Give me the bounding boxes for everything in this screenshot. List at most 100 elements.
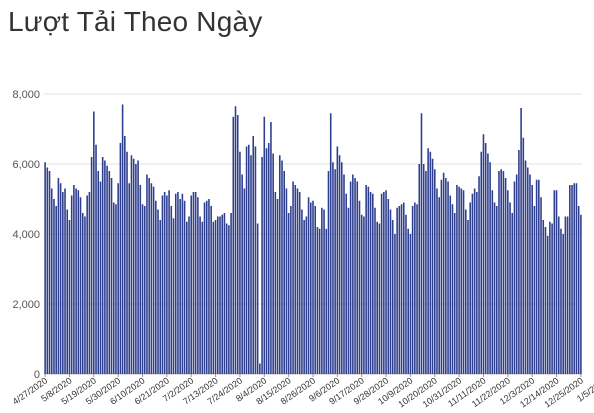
bar[interactable] xyxy=(456,185,458,374)
bar[interactable] xyxy=(491,190,494,374)
bar[interactable] xyxy=(451,204,454,374)
bar[interactable] xyxy=(263,116,266,374)
bar[interactable] xyxy=(112,202,115,375)
bar[interactable] xyxy=(48,171,51,374)
bar[interactable] xyxy=(391,220,394,374)
bar[interactable] xyxy=(345,193,347,374)
bar[interactable] xyxy=(199,216,201,375)
bar[interactable] xyxy=(148,178,150,374)
bar[interactable] xyxy=(478,176,480,374)
bar[interactable] xyxy=(179,199,181,374)
bar[interactable] xyxy=(197,197,199,374)
bar[interactable] xyxy=(540,197,542,374)
bar[interactable] xyxy=(205,200,208,374)
bar[interactable] xyxy=(223,213,226,374)
bar[interactable] xyxy=(402,202,405,375)
bar[interactable] xyxy=(577,206,580,374)
bar[interactable] xyxy=(170,206,173,374)
bar[interactable] xyxy=(121,104,124,375)
bar[interactable] xyxy=(232,116,235,374)
bar[interactable] xyxy=(511,213,514,374)
bar[interactable] xyxy=(117,183,119,374)
bar[interactable] xyxy=(321,207,323,374)
bar[interactable] xyxy=(301,209,303,375)
bar[interactable] xyxy=(172,218,175,374)
bar[interactable] xyxy=(270,122,272,374)
bar[interactable] xyxy=(228,225,230,374)
bar[interactable] xyxy=(130,155,133,374)
bar[interactable] xyxy=(526,167,529,375)
bar[interactable] xyxy=(500,169,502,374)
bar[interactable] xyxy=(445,178,447,374)
bar[interactable] xyxy=(294,185,297,374)
bar[interactable] xyxy=(429,151,432,374)
bar[interactable] xyxy=(542,220,545,374)
bar[interactable] xyxy=(303,220,305,374)
bar[interactable] xyxy=(560,228,562,374)
bar[interactable] xyxy=(442,172,445,374)
bar[interactable] xyxy=(104,160,106,375)
bar[interactable] xyxy=(564,216,567,375)
bar[interactable] xyxy=(219,216,221,375)
bar[interactable] xyxy=(420,113,423,374)
bar[interactable] xyxy=(398,206,401,374)
bar[interactable] xyxy=(252,136,255,374)
bar[interactable] xyxy=(259,363,261,375)
bar[interactable] xyxy=(571,185,573,374)
bar[interactable] xyxy=(166,195,168,375)
bar[interactable] xyxy=(108,171,111,374)
bar[interactable] xyxy=(93,111,95,375)
bar[interactable] xyxy=(281,160,283,375)
bar[interactable] xyxy=(458,186,460,374)
bar[interactable] xyxy=(168,190,170,374)
bar[interactable] xyxy=(467,220,469,374)
bar[interactable] xyxy=(553,190,556,374)
bar[interactable] xyxy=(292,181,294,375)
bar[interactable] xyxy=(416,204,418,374)
bar[interactable] xyxy=(70,195,73,375)
bar[interactable] xyxy=(210,206,212,374)
bar[interactable] xyxy=(374,207,376,374)
bar[interactable] xyxy=(261,157,263,374)
bar[interactable] xyxy=(383,192,385,374)
bar[interactable] xyxy=(400,204,403,374)
bar[interactable] xyxy=(358,200,361,374)
bar[interactable] xyxy=(190,195,193,375)
bar[interactable] xyxy=(296,188,299,375)
bar[interactable] xyxy=(356,181,359,375)
bar[interactable] xyxy=(250,155,252,374)
bar[interactable] xyxy=(476,192,478,374)
bar[interactable] xyxy=(217,216,219,375)
bar[interactable] xyxy=(387,199,390,374)
bar[interactable] xyxy=(254,146,257,375)
bar[interactable] xyxy=(509,202,511,375)
bar[interactable] xyxy=(267,143,270,374)
bar[interactable] xyxy=(234,106,237,374)
bar[interactable] xyxy=(471,193,474,374)
bar[interactable] xyxy=(139,185,142,374)
bar[interactable] xyxy=(157,209,159,375)
bar[interactable] xyxy=(124,136,126,374)
bar[interactable] xyxy=(274,192,277,374)
bar[interactable] xyxy=(79,197,82,374)
bar[interactable] xyxy=(535,179,538,374)
bar[interactable] xyxy=(126,151,128,374)
bar[interactable] xyxy=(186,221,188,374)
bar[interactable] xyxy=(212,221,215,374)
bar[interactable] xyxy=(276,199,279,374)
bar[interactable] xyxy=(513,181,516,375)
bar[interactable] xyxy=(115,204,117,374)
bar[interactable] xyxy=(110,178,113,374)
bar[interactable] xyxy=(316,227,319,374)
bar[interactable] xyxy=(62,192,64,374)
bar[interactable] xyxy=(53,199,55,374)
bar[interactable] xyxy=(57,178,60,374)
bar[interactable] xyxy=(221,214,224,374)
bar[interactable] xyxy=(575,183,578,374)
bar[interactable] xyxy=(256,223,259,375)
bar[interactable] xyxy=(64,188,66,375)
bar[interactable] xyxy=(97,171,100,374)
bar[interactable] xyxy=(59,183,62,374)
bar[interactable] xyxy=(46,167,49,375)
bar[interactable] xyxy=(507,190,509,374)
